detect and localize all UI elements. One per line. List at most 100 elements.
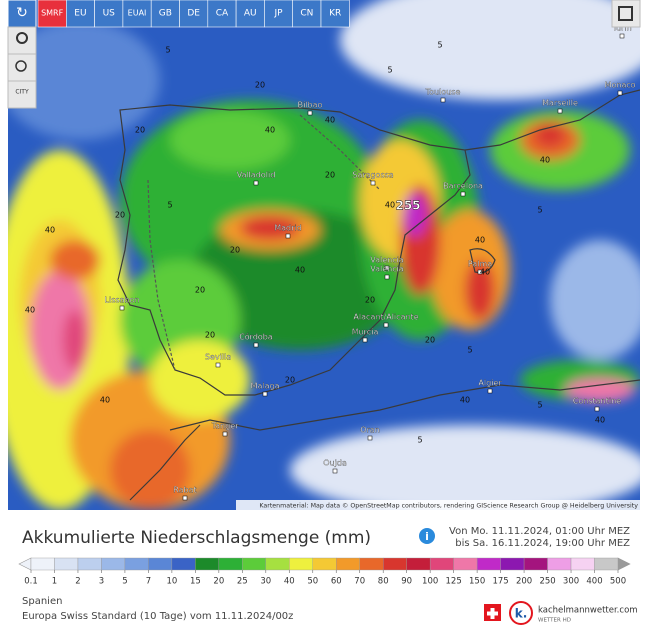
location-button[interactable] xyxy=(7,26,37,55)
model-button[interactable] xyxy=(320,0,350,28)
precip-area xyxy=(290,425,640,510)
legend-color xyxy=(195,557,220,571)
legend-value: 5 xyxy=(122,577,127,587)
city-label: Constantine xyxy=(573,397,621,406)
legend-color xyxy=(383,557,407,571)
model-button[interactable] xyxy=(292,0,322,28)
reload-icon: ↻ xyxy=(16,5,28,21)
legend-color xyxy=(523,557,548,571)
period-from: Von Mo. 11.11.2024, 01:00 Uhr MEZ xyxy=(449,526,630,537)
legend-value: 400 xyxy=(586,577,602,587)
model-button[interactable] xyxy=(122,0,152,28)
contour-label: 20 xyxy=(115,211,125,220)
legend-color xyxy=(359,557,384,571)
legend-value: 40 xyxy=(284,577,295,587)
legend-value: 175 xyxy=(492,577,508,587)
precip-area xyxy=(550,240,640,360)
city-marker xyxy=(367,435,373,441)
precip-area xyxy=(170,110,290,170)
city-labels: Turin Toulouse Monaco Marseille Bilbao Vallad… xyxy=(104,23,636,501)
legend: Akkumulierte Niederschlagsmenge (mm) i V… xyxy=(18,526,631,587)
contour-label: 5 xyxy=(537,401,542,410)
legend-value: 70 xyxy=(354,577,365,587)
zoom-button[interactable] xyxy=(7,53,37,82)
region-label: Spanien xyxy=(22,596,62,607)
legend-value: 7 xyxy=(146,577,151,587)
city-label: Algier xyxy=(478,379,502,388)
city-label: Malaga xyxy=(251,382,280,391)
city-label: València xyxy=(370,264,404,274)
model-button[interactable] xyxy=(37,0,67,28)
share-button[interactable] xyxy=(611,0,641,28)
precip-area xyxy=(150,340,250,420)
model-button-label: GB xyxy=(159,9,172,19)
model-run-label: Europa Swiss Standard (10 Tage) vom 11.1… xyxy=(22,611,293,622)
legend-value: 15 xyxy=(190,577,201,587)
model-button[interactable] xyxy=(207,0,237,28)
info-button[interactable] xyxy=(419,528,435,544)
contour-label: 5 xyxy=(437,41,442,50)
city-marker xyxy=(362,337,368,343)
city-marker xyxy=(332,468,338,474)
city-label: Turin xyxy=(611,24,631,33)
brand-logo-letter: k. xyxy=(515,607,528,621)
precip-area xyxy=(465,260,495,320)
contour-label: 40 xyxy=(45,226,55,235)
legend-value: 20 xyxy=(213,577,224,587)
city-marker xyxy=(285,233,291,239)
zoom-icon xyxy=(15,60,27,72)
city-marker xyxy=(262,391,268,397)
model-button[interactable] xyxy=(235,0,265,28)
legend-value: 0.1 xyxy=(24,577,38,587)
map-controls: ↻ CITY xyxy=(7,0,641,109)
city-marker xyxy=(619,33,625,39)
contour-label: 20 xyxy=(365,296,375,305)
city-marker xyxy=(307,110,313,116)
city-label: Oujda xyxy=(323,459,347,468)
city-marker xyxy=(384,274,390,280)
legend-color xyxy=(54,557,79,571)
legend-color xyxy=(547,557,572,571)
city-label: Lissabon xyxy=(105,296,140,305)
model-button[interactable] xyxy=(94,0,124,28)
legend-color xyxy=(265,557,290,571)
legend-color xyxy=(429,557,454,571)
contour-label: 20 xyxy=(285,376,295,385)
legend-color xyxy=(289,557,313,571)
legend-title: Akkumulierte Niederschlagsmenge (mm) xyxy=(22,528,371,548)
model-button[interactable] xyxy=(150,0,180,28)
contour-label: 20 xyxy=(425,336,435,345)
legend-color xyxy=(570,557,595,571)
legend-color xyxy=(453,557,478,571)
city-marker xyxy=(460,191,466,197)
city-button[interactable] xyxy=(7,80,37,109)
city-marker xyxy=(253,342,259,348)
city-label: Sevilla xyxy=(205,353,231,362)
contour-label: 5 xyxy=(167,201,172,210)
legend-color xyxy=(124,557,149,571)
legend-value: 1 xyxy=(52,577,57,587)
contour-label: 20 xyxy=(325,171,335,180)
legend-value: 500 xyxy=(610,577,626,587)
precipitation-map[interactable]: Turin Toulouse Monaco Marseille Bilbao Vallad… xyxy=(0,0,650,515)
model-button[interactable] xyxy=(264,0,293,28)
contour-label: 5 xyxy=(467,346,472,355)
legend-scale: 0.1 1 2 3 5 7 10 15 20 25 30 40 50 60 70 80 90 100 125 150 1… xyxy=(18,557,631,587)
reload-button[interactable] xyxy=(7,0,37,28)
city-marker xyxy=(215,362,221,368)
city-marker xyxy=(477,269,483,275)
legend-value: 2 xyxy=(75,577,80,587)
legend-value: 30 xyxy=(260,577,271,587)
model-button[interactable] xyxy=(179,0,209,28)
contour-label: 20 xyxy=(135,126,145,135)
contour-label: 40 xyxy=(100,396,110,405)
model-button[interactable] xyxy=(66,0,95,28)
legend-color xyxy=(77,557,102,571)
city-marker xyxy=(119,305,125,311)
city-label: Valladolid xyxy=(237,171,276,180)
legend-value: 150 xyxy=(469,577,485,587)
legend-color xyxy=(101,557,126,571)
legend-value: 50 xyxy=(307,577,318,587)
legend-arrow-left xyxy=(18,557,32,571)
